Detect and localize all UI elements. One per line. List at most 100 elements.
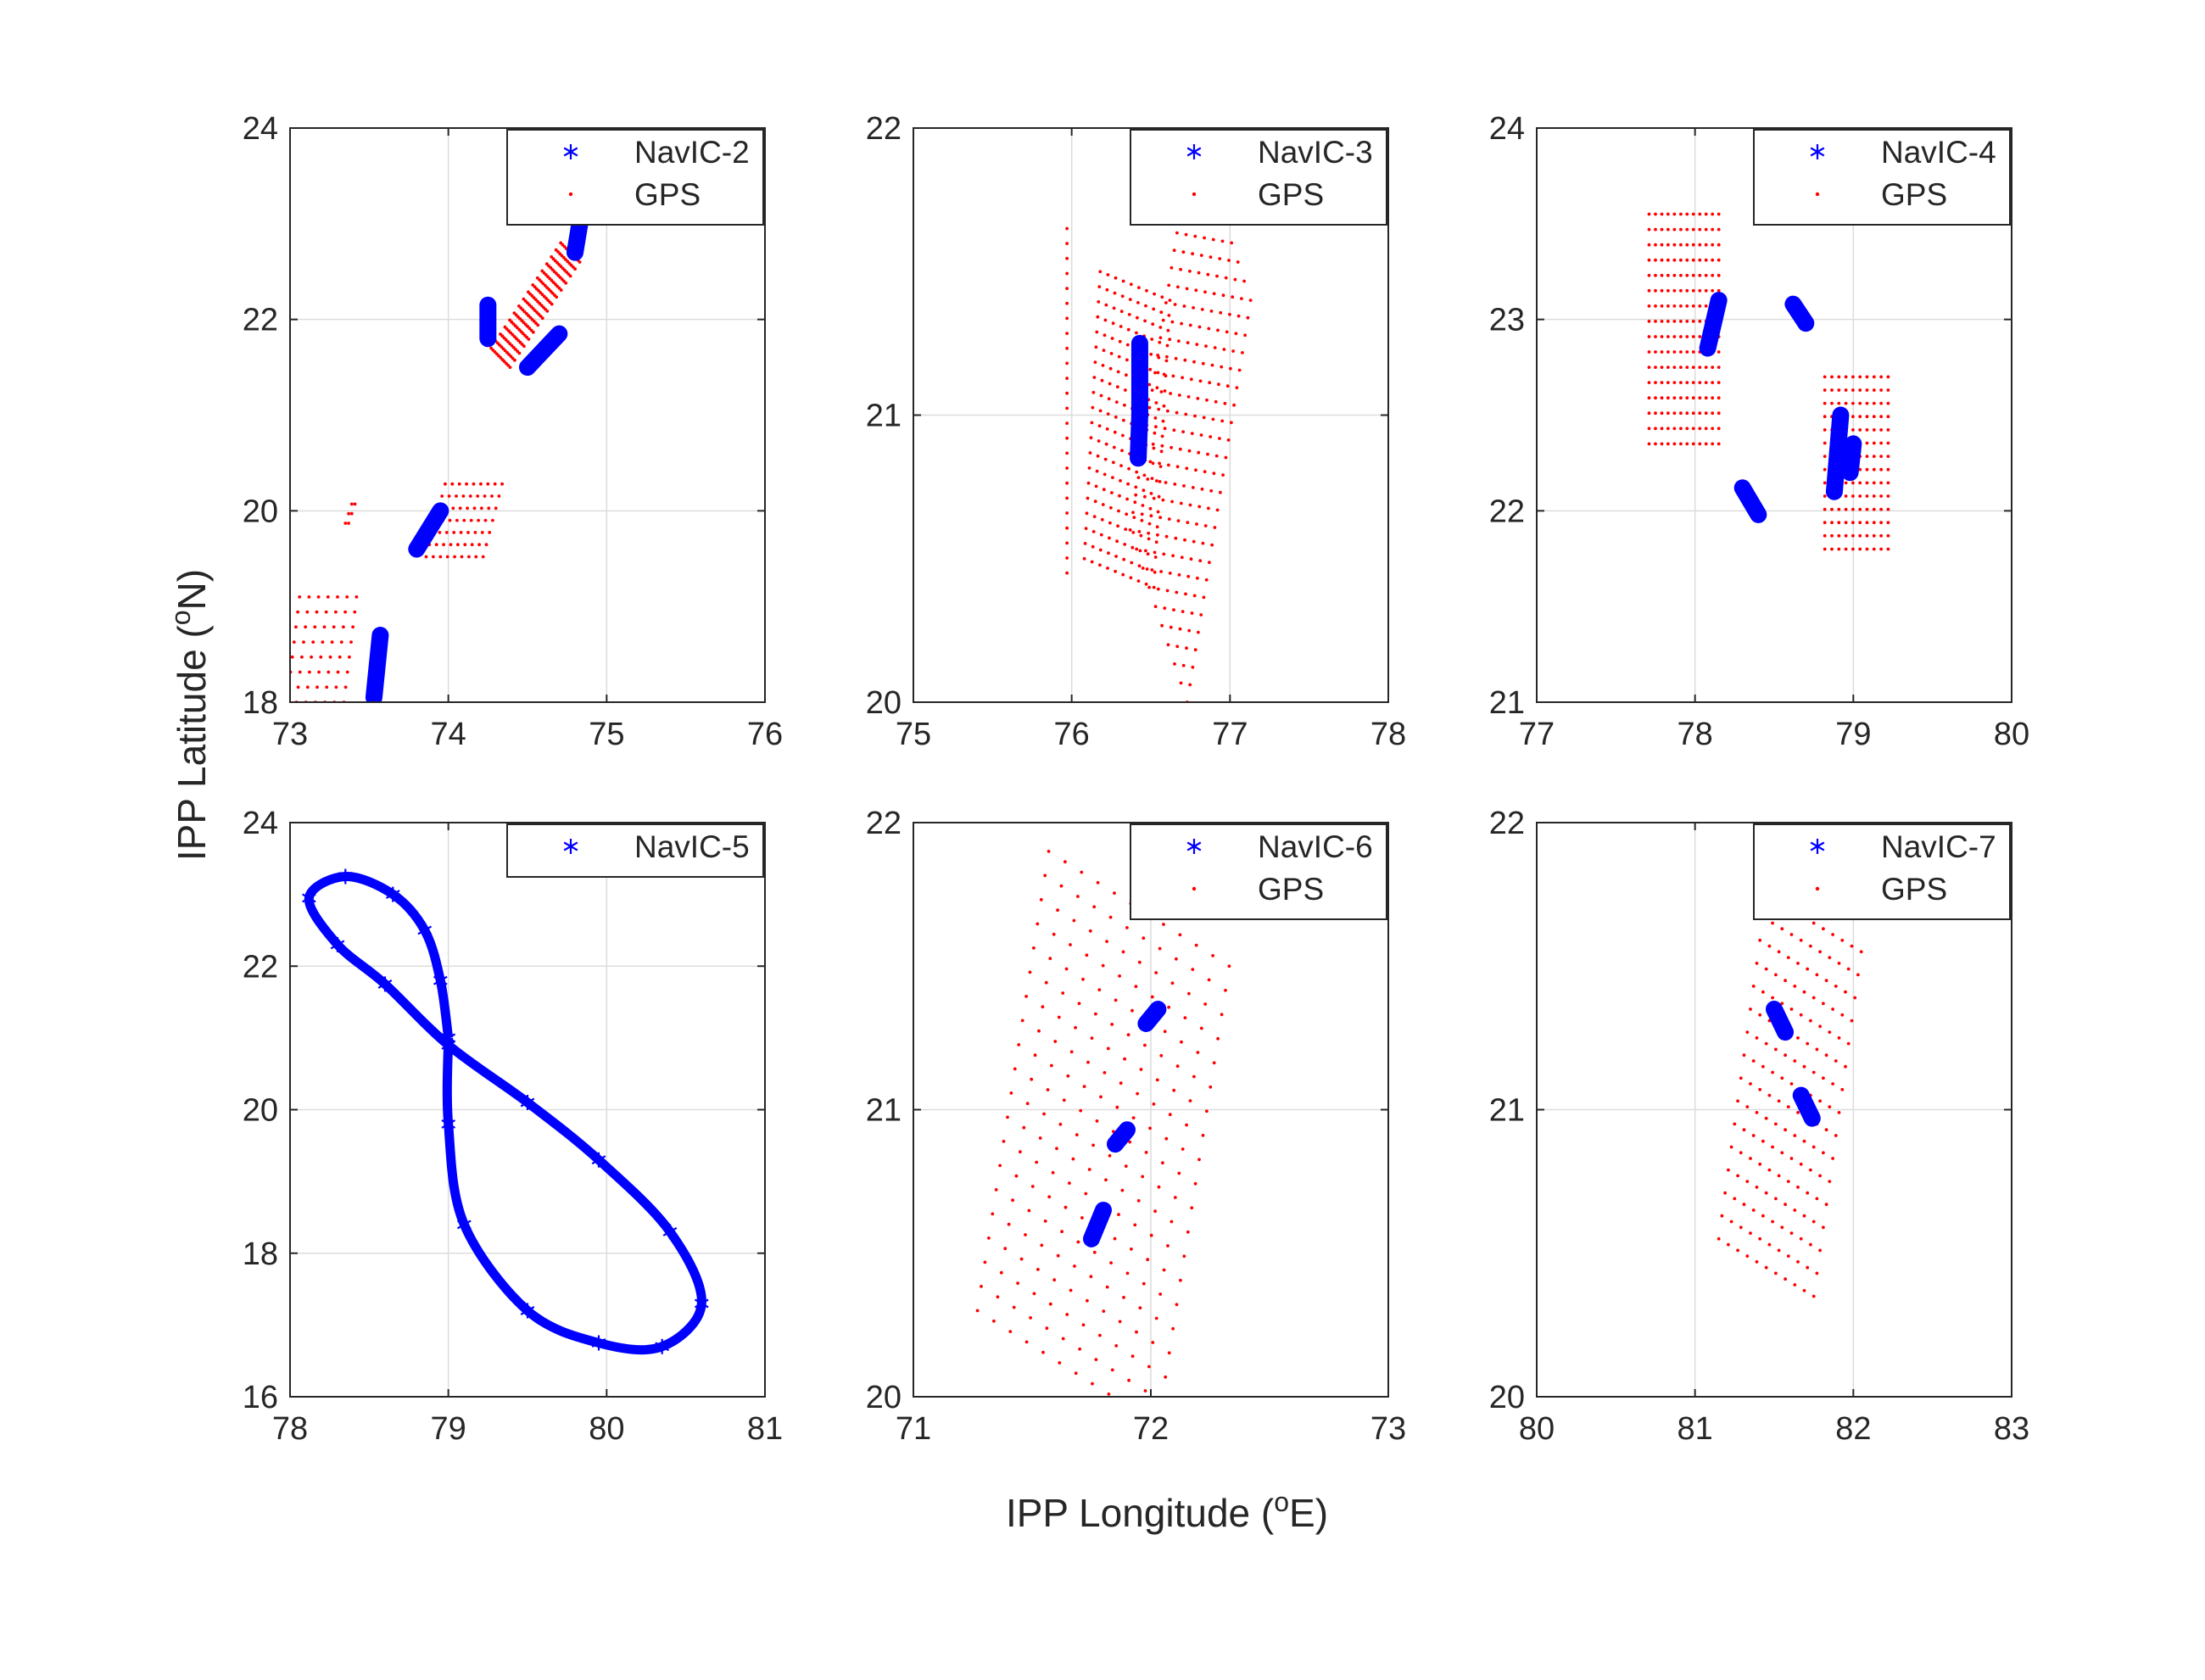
gps-point xyxy=(1872,401,1876,405)
gps-point xyxy=(285,700,288,704)
gps-point xyxy=(1844,1064,1847,1069)
gps-point xyxy=(1865,388,1869,392)
gps-point xyxy=(466,506,469,511)
gps-point xyxy=(1212,472,1216,476)
gps-point xyxy=(1173,662,1176,666)
gps-point xyxy=(1660,335,1664,338)
x-tick-label: 76 xyxy=(747,717,783,752)
gps-point xyxy=(296,685,300,689)
gps-point xyxy=(1830,401,1834,405)
gps-point xyxy=(1175,645,1180,649)
gps-point xyxy=(1837,375,1841,379)
gps-point xyxy=(1823,415,1827,419)
gps-point xyxy=(559,265,563,269)
gps-point xyxy=(1865,494,1869,498)
gps-point xyxy=(1043,873,1047,878)
gps-point xyxy=(1202,416,1206,420)
gps-point xyxy=(1173,483,1177,486)
gps-point xyxy=(1111,321,1115,326)
gps-point xyxy=(1176,285,1180,289)
gps-point xyxy=(1081,977,1085,981)
gps-point xyxy=(1078,1347,1081,1351)
gps-point xyxy=(1872,375,1876,379)
gps-point xyxy=(1654,273,1657,277)
gps-point xyxy=(1660,366,1664,369)
gps-point xyxy=(1711,212,1715,216)
gps-point xyxy=(1711,288,1715,293)
gps-point xyxy=(311,640,315,644)
legend-navic-marker xyxy=(1810,839,1825,854)
gps-point xyxy=(1780,1002,1784,1006)
gps-point xyxy=(1146,552,1150,556)
gps-point xyxy=(1160,295,1164,299)
gps-point xyxy=(1717,258,1721,262)
gps-point xyxy=(1751,1134,1756,1137)
gps-point xyxy=(1199,433,1203,437)
gps-point xyxy=(1844,507,1848,511)
x-tick-label: 81 xyxy=(1677,1411,1713,1447)
gps-point xyxy=(1666,320,1670,323)
gps-point xyxy=(1698,335,1702,338)
gps-point xyxy=(1691,258,1695,262)
gps-point xyxy=(1660,427,1664,431)
gps-point xyxy=(1872,481,1876,485)
gps-point xyxy=(452,531,456,534)
gps-point xyxy=(1138,549,1142,553)
gps-point xyxy=(1183,1016,1187,1019)
gps-point xyxy=(1120,1188,1125,1192)
gps-point xyxy=(304,625,307,629)
gps-point xyxy=(1130,1008,1134,1013)
gps-point xyxy=(1851,481,1855,485)
x-axis-label-tail: E) xyxy=(1289,1491,1328,1535)
gps-point xyxy=(315,685,319,689)
gps-point xyxy=(483,518,488,522)
gps-point xyxy=(1777,1248,1781,1253)
gps-point xyxy=(1091,390,1096,394)
gps-point xyxy=(1065,242,1069,245)
gps-point xyxy=(1840,1013,1845,1017)
navic-point xyxy=(1132,407,1147,423)
gps-point xyxy=(1789,1007,1794,1011)
gps-point xyxy=(544,307,547,311)
gps-point xyxy=(1828,1030,1832,1034)
gps-point xyxy=(533,298,538,302)
gps-point xyxy=(1075,1133,1079,1136)
gps-point xyxy=(1101,364,1105,367)
gps-point xyxy=(1851,428,1855,432)
gps-point xyxy=(1679,381,1683,384)
gps-point xyxy=(550,255,554,259)
gps-point xyxy=(1076,895,1080,898)
gps-point xyxy=(1698,442,1702,446)
gps-point xyxy=(1796,1186,1800,1189)
gps-point xyxy=(1227,964,1231,968)
gps-point xyxy=(1679,227,1683,232)
gps-point xyxy=(1809,944,1812,948)
gps-point xyxy=(1660,258,1664,262)
gps-point xyxy=(1136,1199,1141,1203)
gps-point xyxy=(1131,531,1136,534)
gps-point xyxy=(1126,327,1130,332)
gps-point xyxy=(1130,561,1134,565)
gps-point xyxy=(1103,318,1108,322)
gps-point xyxy=(1844,401,1848,405)
gps-point xyxy=(1158,326,1163,329)
legend-label: NavIC-4 xyxy=(1881,135,1996,170)
navic-point xyxy=(441,1116,456,1132)
gps-point xyxy=(1796,962,1800,965)
gps-point xyxy=(522,310,527,314)
gps-point xyxy=(1160,434,1164,438)
gps-point xyxy=(1711,411,1715,416)
gps-point xyxy=(1704,288,1708,293)
gps-point xyxy=(1096,880,1100,885)
gps-point xyxy=(1065,346,1069,350)
gps-point xyxy=(1121,433,1125,438)
gps-point xyxy=(1065,436,1069,440)
legend-label: NavIC-6 xyxy=(1258,829,1373,864)
gps-point xyxy=(1196,397,1200,400)
legend-box xyxy=(1130,823,1387,920)
gps-point xyxy=(1172,248,1176,253)
gps-point xyxy=(1761,1139,1765,1143)
gps-point xyxy=(996,1295,1000,1299)
gps-point xyxy=(1091,405,1095,410)
